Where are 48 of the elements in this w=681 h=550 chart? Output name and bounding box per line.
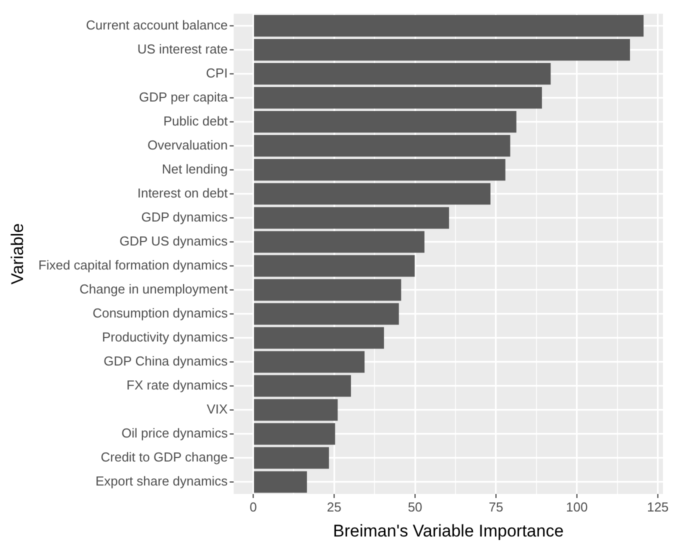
bar	[254, 399, 338, 421]
bar	[254, 39, 630, 61]
bar	[254, 111, 516, 133]
x-tick-label: 50	[408, 499, 422, 514]
y-tick-label: Productivity dynamics	[102, 330, 228, 345]
bar	[254, 327, 384, 349]
bar	[254, 135, 510, 157]
y-tick-label: Oil price dynamics	[121, 426, 228, 441]
bar	[254, 87, 542, 109]
y-tick-label: Interest on debt	[137, 185, 228, 200]
y-tick-label: GDP US dynamics	[120, 233, 228, 248]
y-tick-label: Consumption dynamics	[92, 306, 228, 321]
bar	[254, 351, 365, 373]
bar	[254, 255, 415, 277]
x-tick-label: 100	[566, 499, 588, 514]
y-tick-label: Export share dynamics	[95, 474, 228, 489]
bar	[254, 207, 450, 229]
bar	[254, 183, 490, 205]
x-tick-label: 75	[488, 499, 504, 514]
x-axis-title: Breiman's Variable Importance	[333, 521, 564, 540]
bar	[254, 63, 551, 85]
bar	[254, 279, 402, 301]
y-tick-label: Current account balance	[86, 17, 228, 32]
bar	[254, 15, 644, 37]
y-tick-label: CPI	[206, 65, 228, 80]
y-tick-label: FX rate dynamics	[126, 378, 228, 393]
y-tick-label: GDP dynamics	[141, 209, 228, 224]
x-tick-label: 0	[250, 499, 257, 514]
y-tick-label: Net lending	[162, 161, 228, 176]
y-tick-label: Credit to GDP change	[100, 450, 228, 465]
y-tick-label: Public debt	[163, 113, 228, 128]
y-tick-label: Fixed capital formation dynamics	[38, 257, 228, 272]
y-tick-label: Change in unemployment	[80, 281, 228, 296]
bar	[254, 375, 351, 397]
bar	[254, 447, 329, 469]
bar	[254, 159, 506, 181]
y-tick-label: GDP per capita	[139, 89, 228, 104]
x-tick-label: 25	[326, 499, 342, 514]
bar	[254, 423, 336, 445]
y-axis-title: Variable	[8, 223, 27, 284]
bar	[254, 231, 424, 253]
bar	[254, 303, 399, 325]
bar	[254, 471, 307, 493]
y-tick-label: GDP China dynamics	[104, 354, 228, 369]
x-tick-label: 125	[646, 499, 669, 514]
y-tick-label: US interest rate	[137, 41, 228, 56]
y-tick-label: Overvaluation	[147, 137, 228, 152]
y-tick-label: VIX	[206, 402, 228, 417]
